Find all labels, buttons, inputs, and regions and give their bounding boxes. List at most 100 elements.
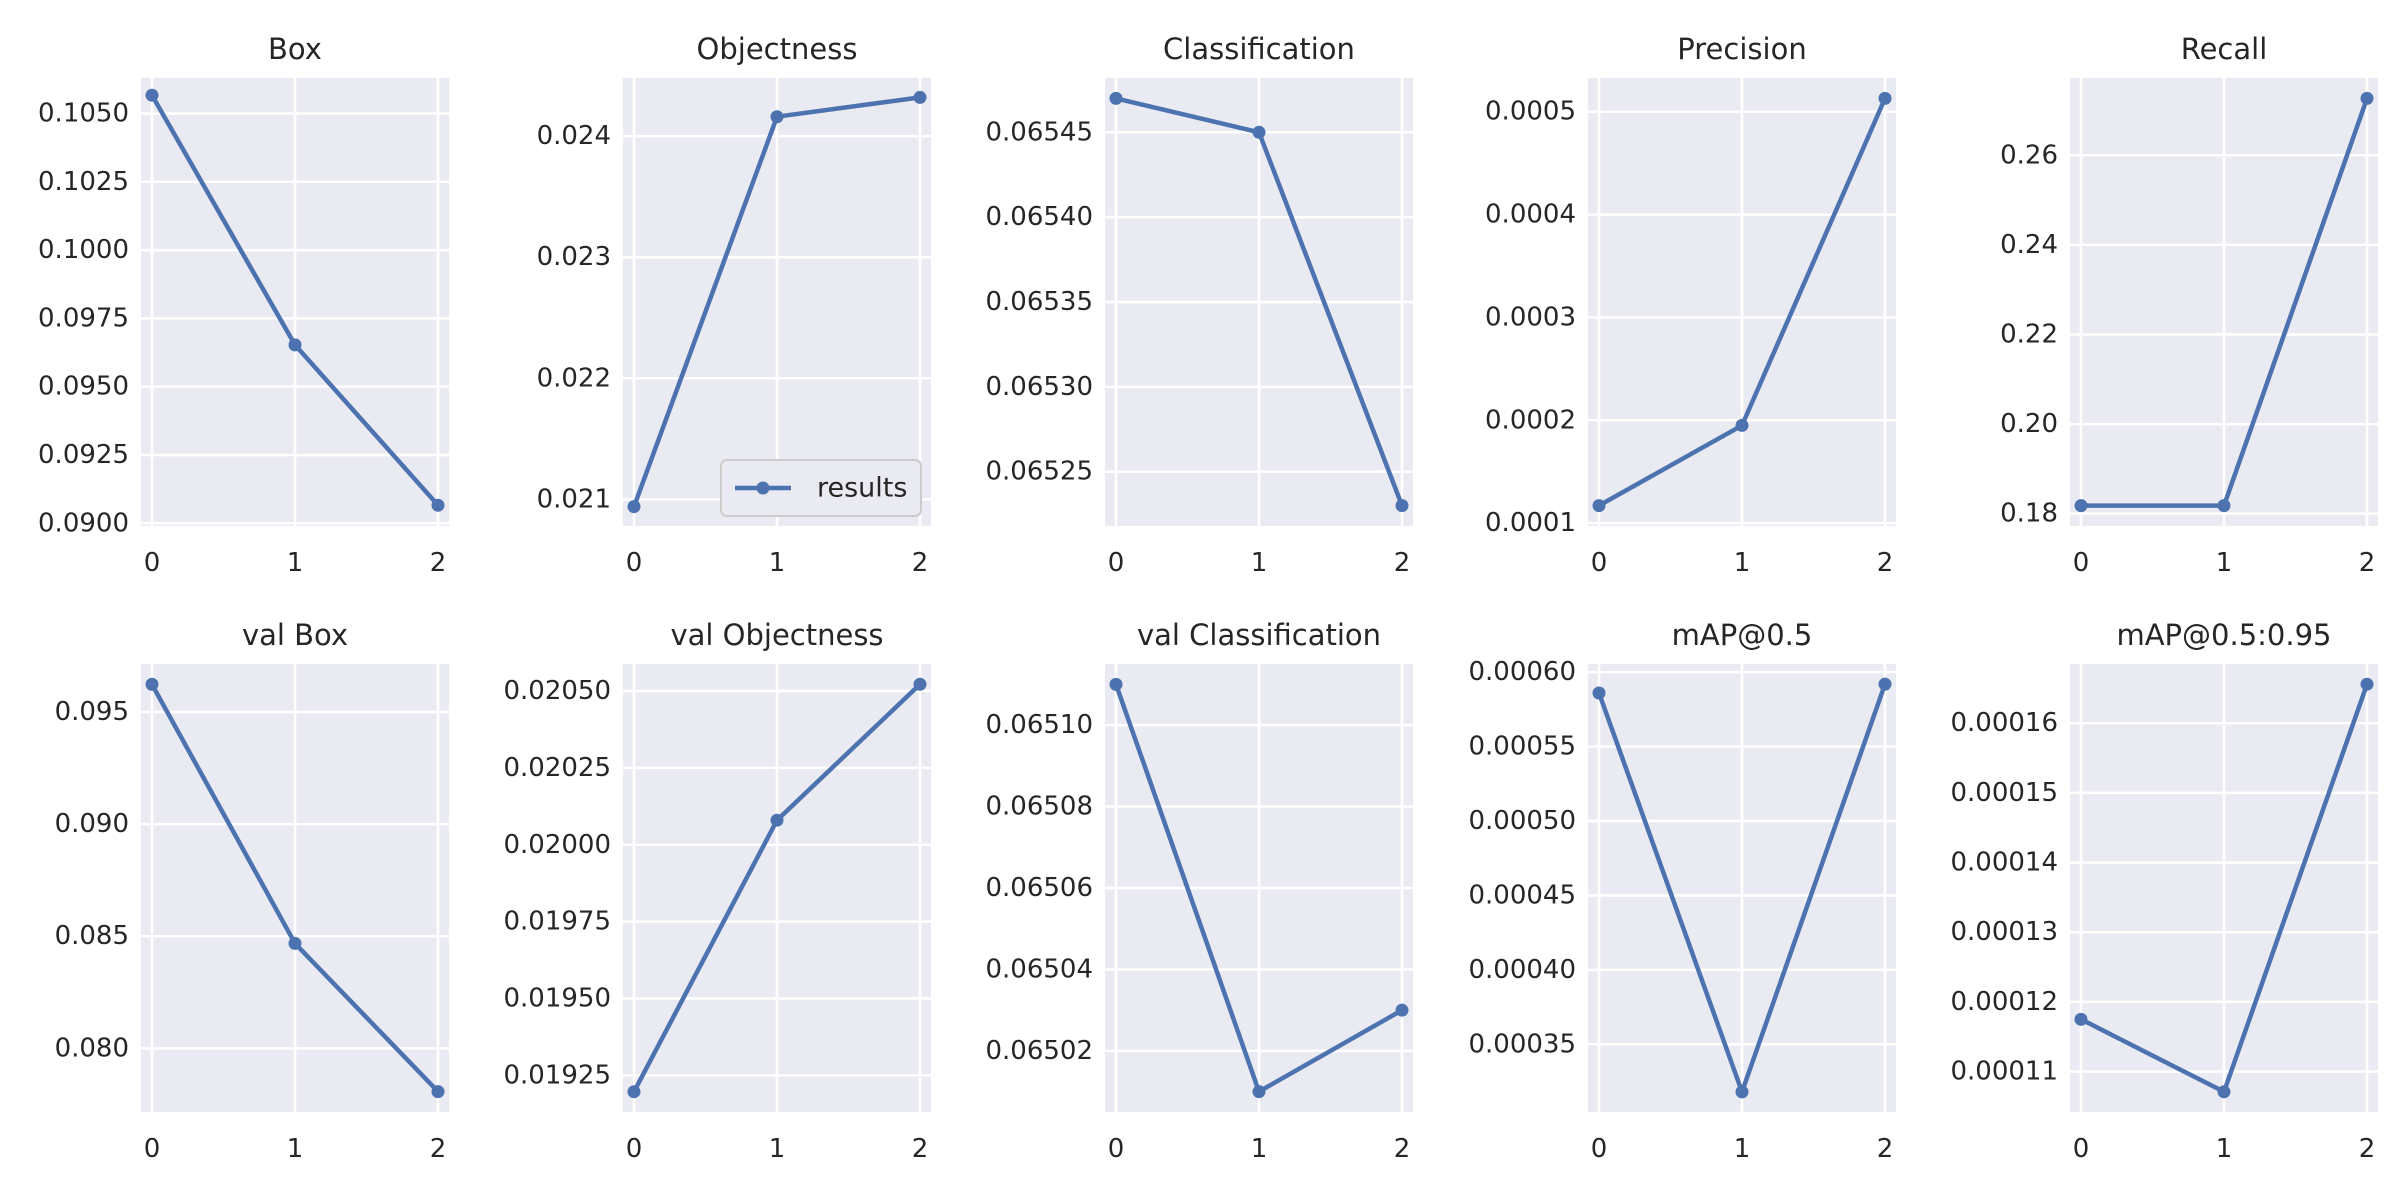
y-tick-label: 0.0900 bbox=[38, 508, 129, 538]
x-tick-label: 1 bbox=[769, 1134, 786, 1164]
y-tick-label: 0.00040 bbox=[1468, 955, 1576, 985]
y-tick-label: 0.06504 bbox=[985, 954, 1093, 984]
data-point bbox=[2217, 499, 2231, 513]
y-tick-label: 0.00045 bbox=[1468, 880, 1576, 910]
subplot-title: Precision bbox=[1677, 32, 1806, 66]
x-tick-label: 0 bbox=[144, 1134, 161, 1164]
x-tick-label: 0 bbox=[1591, 1134, 1608, 1164]
x-tick-label: 1 bbox=[2216, 1134, 2233, 1164]
legend-marker bbox=[756, 481, 770, 495]
legend: results bbox=[720, 459, 922, 517]
subplot-1: 0.0900 0.0925 0.0950 0.0975 0.1000 0.1025 0.10… bbox=[38, 32, 449, 578]
data-point bbox=[1592, 686, 1606, 700]
x-tick-label: 2 bbox=[912, 548, 929, 578]
x-tick-label: 0 bbox=[1108, 548, 1125, 578]
x-tick-label: 1 bbox=[287, 1134, 304, 1164]
subplot-2: 0.021 0.022 0.023 0.024 0 1 2 Objectness results bbox=[537, 32, 931, 578]
y-tick-label: 0.06506 bbox=[985, 873, 1093, 903]
data-point bbox=[1109, 91, 1123, 105]
y-tick-label: 0.26 bbox=[2000, 140, 2058, 170]
data-point bbox=[145, 677, 159, 691]
x-tick-label: 2 bbox=[2359, 1134, 2376, 1164]
x-tick-label: 2 bbox=[1877, 548, 1894, 578]
data-point bbox=[2074, 1012, 2088, 1026]
y-tick-label: 0.02025 bbox=[503, 753, 611, 783]
x-tick-label: 1 bbox=[1734, 1134, 1751, 1164]
x-tick-label: 2 bbox=[430, 548, 447, 578]
y-tick-label: 0.06502 bbox=[985, 1036, 1093, 1066]
x-tick-label: 0 bbox=[144, 548, 161, 578]
y-tick-label: 0.023 bbox=[537, 242, 611, 272]
data-point bbox=[1395, 499, 1409, 513]
y-tick-label: 0.024 bbox=[537, 121, 611, 151]
data-point bbox=[1878, 677, 1892, 691]
subplot-10: 0.00011 0.00012 0.00013 0.00014 0.00015 0.000… bbox=[1950, 618, 2378, 1164]
data-point bbox=[627, 500, 641, 514]
y-tick-label: 0.095 bbox=[55, 697, 129, 727]
x-tick-label: 0 bbox=[626, 1134, 643, 1164]
legend-label: results bbox=[817, 473, 907, 504]
y-tick-label: 0.0003 bbox=[1485, 302, 1576, 332]
y-tick-label: 0.021 bbox=[537, 484, 611, 514]
y-tick-label: 0.022 bbox=[537, 363, 611, 393]
data-point bbox=[2360, 91, 2374, 105]
data-point bbox=[145, 88, 159, 102]
x-tick-label: 1 bbox=[769, 548, 786, 578]
subplot-title: Objectness bbox=[697, 32, 858, 66]
y-tick-label: 0.24 bbox=[2000, 230, 2058, 260]
y-tick-label: 0.00013 bbox=[1950, 917, 2058, 947]
subplot-6: 0.080 0.085 0.090 0.095 0 1 2 val Box bbox=[55, 618, 449, 1164]
x-tick-label: 2 bbox=[1394, 1134, 1411, 1164]
y-tick-label: 0.06510 bbox=[985, 710, 1093, 740]
y-tick-label: 0.06530 bbox=[985, 372, 1093, 402]
x-tick-label: 2 bbox=[912, 1134, 929, 1164]
subplot-title: Classification bbox=[1163, 32, 1355, 66]
data-point bbox=[1878, 91, 1892, 105]
subplot-title: mAP@0.5 bbox=[1672, 618, 1813, 652]
y-tick-label: 0.00014 bbox=[1950, 848, 2058, 878]
y-tick-label: 0.06535 bbox=[985, 287, 1093, 317]
data-point bbox=[2074, 499, 2088, 513]
y-tick-label: 0.18 bbox=[2000, 499, 2058, 529]
x-tick-label: 1 bbox=[1734, 548, 1751, 578]
x-tick-label: 0 bbox=[1108, 1134, 1125, 1164]
y-tick-label: 0.00016 bbox=[1950, 708, 2058, 738]
subplot-7: 0.01925 0.01950 0.01975 0.02000 0.02025 0.020… bbox=[503, 618, 931, 1164]
y-tick-label: 0.20 bbox=[2000, 409, 2058, 439]
data-point bbox=[770, 813, 784, 827]
subplot-title: Recall bbox=[2181, 32, 2268, 66]
y-tick-label: 0.0005 bbox=[1485, 97, 1576, 127]
y-tick-label: 0.0975 bbox=[38, 303, 129, 333]
subplot-4: 0.0001 0.0002 0.0003 0.0004 0.0005 0 1 2 Precisi… bbox=[1485, 32, 1896, 578]
data-point bbox=[1735, 418, 1749, 432]
data-point bbox=[2360, 677, 2374, 691]
y-tick-label: 0.06508 bbox=[985, 792, 1093, 822]
data-point bbox=[2217, 1085, 2231, 1099]
data-point bbox=[431, 498, 445, 512]
y-tick-label: 0.06540 bbox=[985, 202, 1093, 232]
y-tick-label: 0.00060 bbox=[1468, 657, 1576, 687]
x-tick-label: 1 bbox=[1251, 1134, 1268, 1164]
y-tick-label: 0.00050 bbox=[1468, 806, 1576, 836]
y-tick-label: 0.01975 bbox=[503, 907, 611, 937]
data-point bbox=[770, 110, 784, 124]
data-point bbox=[913, 677, 927, 691]
y-tick-label: 0.01950 bbox=[503, 984, 611, 1014]
x-tick-label: 1 bbox=[1251, 548, 1268, 578]
y-tick-label: 0.02000 bbox=[503, 830, 611, 860]
y-tick-label: 0.00015 bbox=[1950, 778, 2058, 808]
y-tick-label: 0.090 bbox=[55, 809, 129, 839]
y-tick-label: 0.085 bbox=[55, 921, 129, 951]
data-point bbox=[1252, 125, 1266, 139]
data-point bbox=[627, 1085, 641, 1099]
x-tick-label: 2 bbox=[2359, 548, 2376, 578]
y-tick-label: 0.1050 bbox=[38, 99, 129, 129]
subplot-title: val Objectness bbox=[670, 618, 883, 652]
data-point bbox=[288, 338, 302, 352]
data-point bbox=[913, 90, 927, 104]
x-tick-label: 2 bbox=[430, 1134, 447, 1164]
y-tick-label: 0.0001 bbox=[1485, 508, 1576, 538]
y-tick-label: 0.22 bbox=[2000, 319, 2058, 349]
x-tick-label: 0 bbox=[2073, 1134, 2090, 1164]
